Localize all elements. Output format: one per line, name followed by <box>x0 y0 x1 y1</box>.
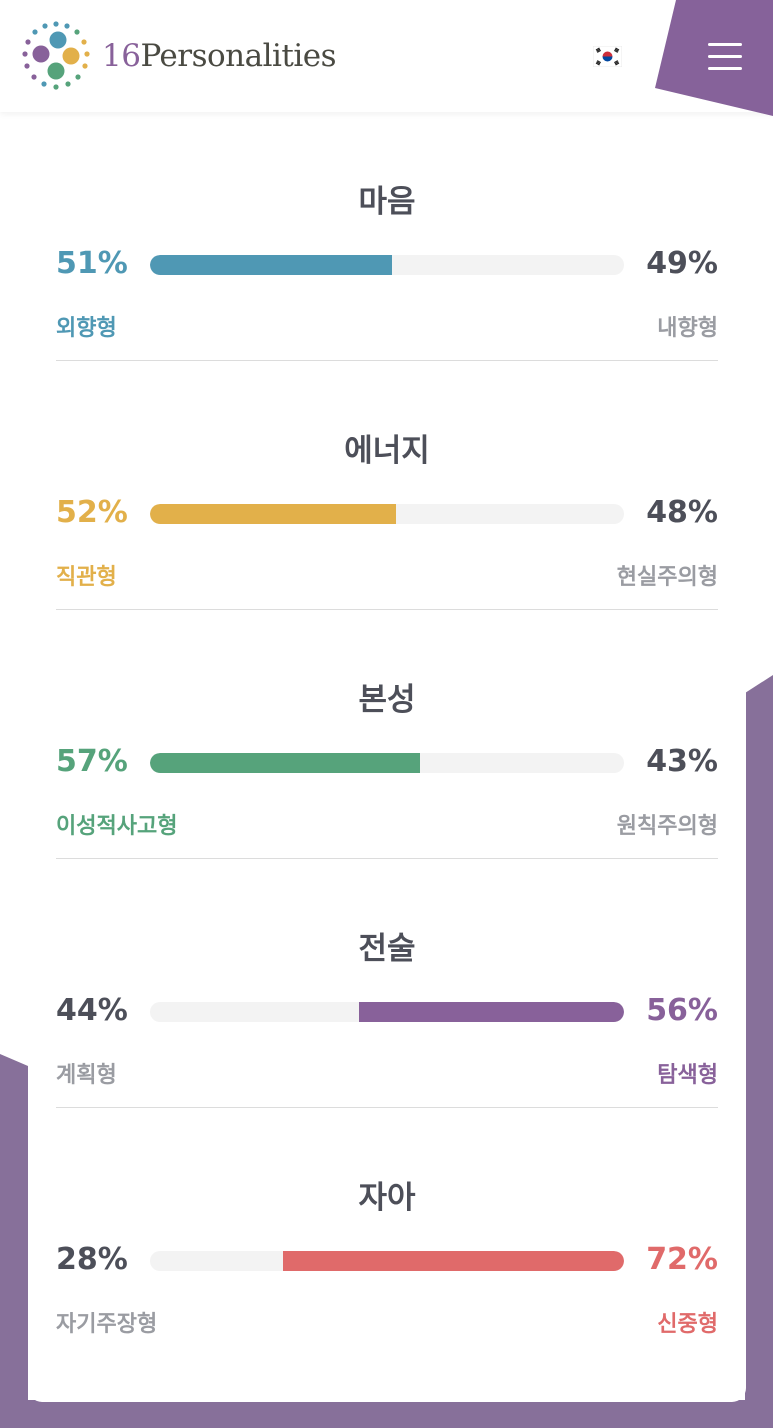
trait-title: 자아 <box>358 1180 416 1216</box>
trait-title: 전술 <box>358 931 416 967</box>
trait-tactics: 전술 44% 56% 계획형 탐색형 <box>56 859 718 1108</box>
trait-left-label: 계획형 <box>56 1063 117 1088</box>
trait-right-percent: 49% <box>646 246 718 281</box>
trait-divider <box>56 360 718 361</box>
trait-left-percent: 28% <box>56 1242 128 1277</box>
hamburger-menu-icon[interactable] <box>708 43 742 71</box>
trait-mind: 마음 51% 49% 외향형 내향형 <box>56 112 718 361</box>
trait-right-label: 원칙주의형 <box>616 814 718 839</box>
trait-bar-fill <box>150 753 421 773</box>
trait-divider <box>56 609 718 610</box>
trait-bar-fill <box>150 255 392 275</box>
trait-right-percent: 72% <box>646 1242 718 1277</box>
brand-word: Personalities <box>140 38 337 74</box>
trait-right-label: 신중형 <box>657 1312 718 1337</box>
trait-divider <box>56 858 718 859</box>
brand-name: 16Personalities <box>102 38 337 74</box>
trait-right-percent: 56% <box>646 993 718 1028</box>
trait-bar <box>150 255 624 275</box>
trait-left-percent: 52% <box>56 495 128 530</box>
trait-right-label: 현실주의형 <box>616 565 718 590</box>
trait-right-label: 내향형 <box>657 316 718 341</box>
trait-right-percent: 43% <box>646 744 718 779</box>
trait-left-label: 자기주장형 <box>56 1312 158 1337</box>
trait-divider <box>56 1107 718 1108</box>
trait-bar <box>150 1251 624 1271</box>
trait-bar <box>150 1002 624 1022</box>
trait-bar <box>150 504 624 524</box>
trait-right-label: 탐색형 <box>657 1063 718 1088</box>
trait-left-label: 외향형 <box>56 316 117 341</box>
trait-left-percent: 44% <box>56 993 128 1028</box>
logo-mark-icon <box>22 21 90 90</box>
trait-title: 에너지 <box>344 433 430 469</box>
traits-card: 마음 51% 49% 외향형 내향형 에너지 52% 48% 직관형 현실주의형… <box>28 112 746 1402</box>
menu-corner-shape[interactable] <box>655 0 773 116</box>
trait-bar-fill <box>358 1002 624 1022</box>
trait-energy: 에너지 52% 48% 직관형 현실주의형 <box>56 361 718 610</box>
trait-bar-fill <box>282 1251 624 1271</box>
brand-logo[interactable]: 16Personalities <box>20 20 337 92</box>
korea-flag-icon[interactable] <box>593 46 622 67</box>
trait-title: 본성 <box>358 682 416 718</box>
trait-left-label: 이성적사고형 <box>56 814 178 839</box>
trait-left-label: 직관형 <box>56 565 117 590</box>
trait-title: 마음 <box>358 184 416 220</box>
trait-bar-fill <box>150 504 397 524</box>
brand-number: 16 <box>102 38 141 74</box>
site-header: 16Personalities <box>0 0 773 112</box>
trait-identity: 자아 28% 72% 자기주장형 신중형 <box>56 1108 718 1357</box>
trait-left-percent: 57% <box>56 744 128 779</box>
trait-nature: 본성 57% 43% 이성적사고형 원칙주의형 <box>56 610 718 859</box>
trait-bar <box>150 753 624 773</box>
trait-right-percent: 48% <box>646 495 718 530</box>
trait-left-percent: 51% <box>56 246 128 281</box>
